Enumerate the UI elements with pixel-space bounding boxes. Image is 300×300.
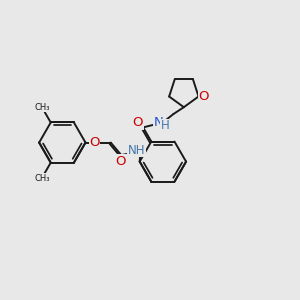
- Text: N: N: [154, 116, 164, 129]
- Text: O: O: [133, 116, 143, 129]
- Text: CH₃: CH₃: [34, 174, 50, 183]
- Text: O: O: [116, 155, 126, 168]
- Text: O: O: [89, 136, 100, 149]
- Text: O: O: [199, 90, 209, 103]
- Text: H: H: [161, 119, 170, 132]
- Text: CH₃: CH₃: [34, 103, 50, 112]
- Text: NH: NH: [128, 144, 146, 157]
